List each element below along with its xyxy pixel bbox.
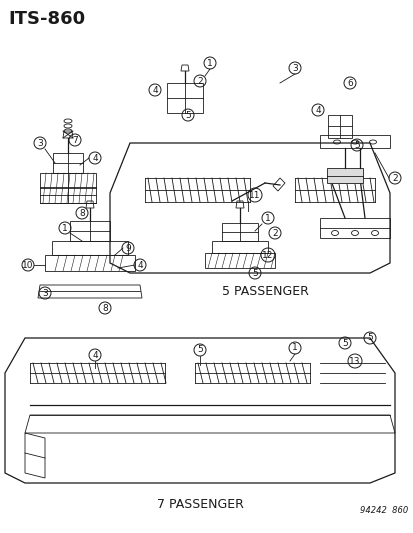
Text: 1: 1 — [292, 343, 297, 352]
Text: 1: 1 — [62, 223, 68, 232]
Text: 12: 12 — [262, 251, 273, 260]
Text: 4: 4 — [152, 85, 157, 94]
Text: 8: 8 — [79, 208, 85, 217]
Text: 4: 4 — [137, 261, 142, 270]
Text: 13: 13 — [349, 357, 360, 366]
Text: 5: 5 — [366, 334, 372, 343]
Text: 7: 7 — [72, 135, 78, 144]
Text: 10: 10 — [22, 261, 34, 270]
Text: 5: 5 — [341, 338, 347, 348]
Text: 3: 3 — [42, 288, 48, 297]
Text: 3: 3 — [37, 139, 43, 148]
Text: 5: 5 — [197, 345, 202, 354]
Text: 2: 2 — [271, 229, 277, 238]
Text: 4: 4 — [92, 351, 97, 359]
Text: 5: 5 — [353, 141, 359, 149]
Text: 4: 4 — [92, 154, 97, 163]
Text: 1: 1 — [264, 214, 270, 222]
Text: 2: 2 — [391, 174, 397, 182]
Text: 7 PASSENGER: 7 PASSENGER — [156, 498, 243, 511]
Polygon shape — [326, 168, 362, 183]
Text: 3: 3 — [292, 63, 297, 72]
Text: 94242  860: 94242 860 — [359, 506, 407, 515]
Text: 9: 9 — [125, 244, 131, 253]
Text: 6: 6 — [346, 78, 352, 87]
Text: 2: 2 — [197, 77, 202, 85]
Text: 11: 11 — [249, 190, 260, 199]
Text: 1: 1 — [206, 59, 212, 68]
Text: ITS-860: ITS-860 — [8, 10, 85, 28]
Text: 5 PASSENGER: 5 PASSENGER — [221, 285, 308, 298]
Text: 8: 8 — [102, 303, 108, 312]
Text: 4: 4 — [314, 106, 320, 115]
Text: 5: 5 — [252, 269, 257, 278]
Text: 5: 5 — [185, 110, 190, 119]
